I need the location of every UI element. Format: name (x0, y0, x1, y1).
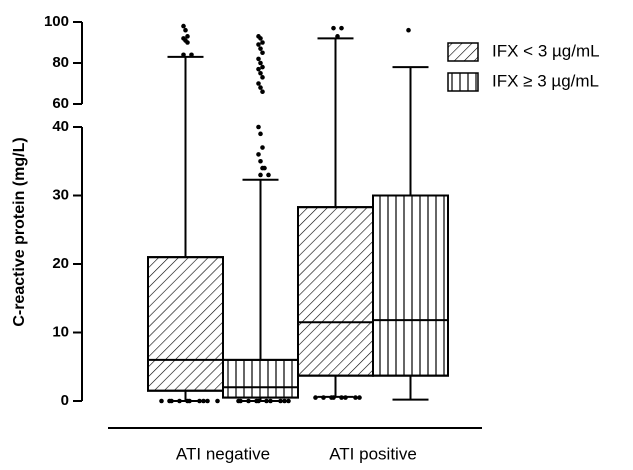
outlier (185, 40, 190, 45)
outlier (329, 395, 334, 400)
outlier (197, 398, 202, 404)
outlier (189, 52, 194, 58)
outlier (313, 395, 318, 400)
outlier (256, 81, 261, 86)
outlier (167, 398, 172, 404)
outlier (256, 56, 261, 62)
legend-swatch (447, 42, 479, 62)
outlier (260, 64, 265, 70)
x-tick-label: ATI negative (176, 444, 270, 463)
outlier (181, 23, 186, 29)
outlier (201, 398, 206, 404)
outlier (286, 398, 291, 404)
x-tick-label: ATI positive (329, 444, 417, 463)
legend-swatch (447, 72, 479, 92)
box-pattern (222, 358, 299, 399)
outlier (258, 60, 263, 66)
outlier (335, 34, 340, 39)
outlier (258, 172, 263, 178)
y-axis-label: C-reactive protein (mg/L) (11, 137, 28, 326)
legend-label: IFX ≥ 3 µg/mL (492, 71, 599, 90)
outlier (260, 40, 265, 45)
y-tick-label: 10 (52, 323, 69, 340)
outlier (339, 25, 344, 31)
outlier (321, 395, 326, 400)
y-tick-label: 100 (44, 13, 69, 30)
outlier (266, 172, 271, 178)
y-tick-label: 80 (52, 54, 69, 71)
outlier (260, 75, 265, 80)
outlier (185, 34, 190, 39)
outlier (258, 158, 263, 164)
outlier (262, 165, 267, 171)
outlier (258, 46, 263, 51)
outlier (181, 52, 186, 58)
outlier (258, 36, 263, 41)
outlier (278, 398, 283, 404)
outlier (264, 398, 269, 404)
outlier (260, 50, 265, 56)
y-tick-label: 60 (52, 95, 69, 112)
outlier (258, 85, 263, 90)
box-pattern (372, 194, 449, 377)
outlier (339, 395, 344, 400)
outlier (215, 398, 220, 404)
outlier (254, 398, 259, 404)
legend-label: IFX < 3 µg/mL (492, 41, 600, 60)
outlier (183, 27, 188, 33)
outlier (258, 70, 263, 76)
outlier (187, 398, 192, 404)
y-tick-label: 40 (52, 118, 69, 135)
outlier (256, 42, 261, 47)
outlier (246, 398, 251, 404)
outlier (177, 398, 182, 404)
outlier (406, 27, 411, 33)
box-pattern (147, 256, 224, 392)
y-tick-label: 0 (61, 392, 69, 409)
outlier (258, 131, 263, 137)
outlier (282, 398, 287, 404)
outlier (268, 398, 273, 404)
y-tick-label: 30 (52, 186, 69, 203)
outlier (256, 124, 261, 130)
outlier (353, 395, 358, 400)
outlier (260, 145, 265, 150)
y-tick-label: 20 (52, 255, 69, 272)
box-pattern (297, 206, 374, 377)
outlier (236, 398, 241, 404)
outlier (256, 66, 261, 72)
outlier (331, 25, 336, 31)
outlier (256, 152, 261, 157)
outlier (343, 395, 348, 400)
outlier (357, 395, 362, 400)
outlier (159, 398, 164, 404)
outlier (260, 89, 265, 94)
outlier (205, 398, 210, 404)
